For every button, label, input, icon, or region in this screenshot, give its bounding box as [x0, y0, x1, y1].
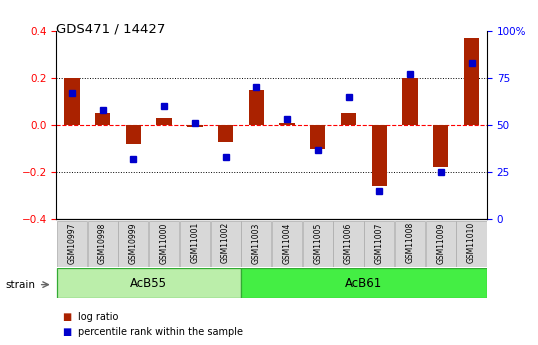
Bar: [118, 221, 148, 267]
Bar: [372, 125, 387, 186]
Text: percentile rank within the sample: percentile rank within the sample: [78, 327, 243, 337]
Bar: [426, 221, 456, 267]
Bar: [433, 125, 449, 167]
Text: ■: ■: [62, 327, 71, 337]
Bar: [57, 268, 240, 298]
Text: GSM11007: GSM11007: [375, 222, 384, 264]
Bar: [249, 90, 264, 125]
Bar: [241, 268, 486, 298]
Text: GSM11005: GSM11005: [313, 222, 322, 264]
Bar: [310, 125, 325, 149]
Bar: [241, 221, 271, 267]
Bar: [187, 125, 202, 127]
Bar: [149, 221, 179, 267]
Bar: [126, 125, 141, 144]
Text: GDS471 / 14427: GDS471 / 14427: [56, 22, 166, 36]
Bar: [402, 78, 417, 125]
Bar: [464, 38, 479, 125]
Text: GSM11004: GSM11004: [282, 222, 292, 264]
Text: GSM11000: GSM11000: [160, 222, 168, 264]
Text: AcB55: AcB55: [130, 277, 167, 290]
Text: GSM11003: GSM11003: [252, 222, 261, 264]
Text: GSM11010: GSM11010: [467, 222, 476, 264]
Bar: [157, 118, 172, 125]
Bar: [303, 221, 333, 267]
Bar: [334, 221, 364, 267]
Bar: [272, 221, 302, 267]
Bar: [88, 221, 118, 267]
Text: GSM10999: GSM10999: [129, 222, 138, 264]
Bar: [210, 221, 240, 267]
Text: AcB61: AcB61: [345, 277, 383, 290]
Bar: [218, 125, 233, 141]
Text: GSM10998: GSM10998: [98, 222, 107, 264]
Text: GSM11009: GSM11009: [436, 222, 445, 264]
Bar: [57, 221, 87, 267]
Text: strain: strain: [5, 280, 36, 289]
Text: log ratio: log ratio: [78, 312, 118, 322]
Text: GSM11006: GSM11006: [344, 222, 353, 264]
Bar: [364, 221, 394, 267]
Text: GSM11008: GSM11008: [406, 222, 415, 264]
Bar: [456, 221, 486, 267]
Text: GSM10997: GSM10997: [67, 222, 76, 264]
Text: GSM11001: GSM11001: [190, 222, 200, 264]
Bar: [279, 123, 295, 125]
Bar: [341, 113, 356, 125]
Bar: [180, 221, 210, 267]
Bar: [95, 113, 110, 125]
Text: ■: ■: [62, 312, 71, 322]
Text: GSM11002: GSM11002: [221, 222, 230, 264]
Bar: [64, 78, 80, 125]
Bar: [395, 221, 425, 267]
